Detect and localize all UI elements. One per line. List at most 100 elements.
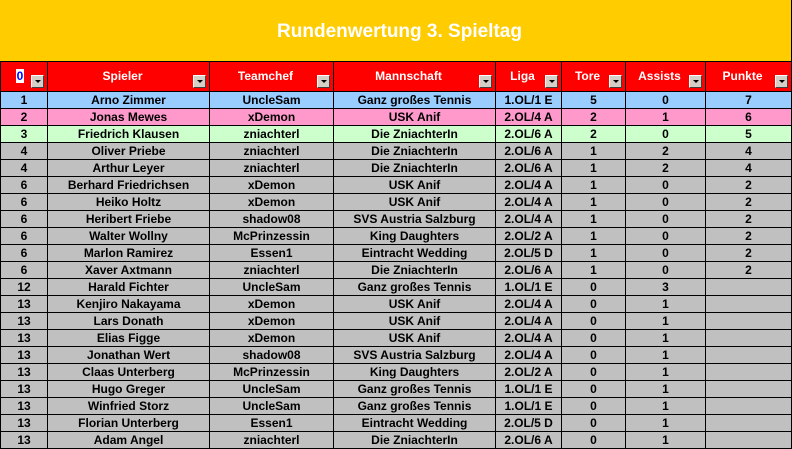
cell-punkte[interactable]: 2 bbox=[705, 176, 792, 194]
cell-liga[interactable]: 2.OL/4 A bbox=[495, 312, 562, 330]
cell-teamchef[interactable]: UncleSam bbox=[209, 278, 334, 296]
cell-tore[interactable]: 1 bbox=[561, 244, 626, 262]
cell-liga[interactable]: 2.OL/5 D bbox=[495, 244, 562, 262]
cell-punkte[interactable]: 4 bbox=[705, 142, 792, 160]
cell-mannschaft[interactable]: USK Anif bbox=[333, 108, 496, 126]
cell-assists[interactable]: 0 bbox=[625, 210, 706, 228]
cell-liga[interactable]: 2.OL/6 A bbox=[495, 159, 562, 177]
cell-assists[interactable]: 0 bbox=[625, 261, 706, 279]
cell-assists[interactable]: 1 bbox=[625, 397, 706, 415]
cell-liga[interactable]: 2.OL/4 A bbox=[495, 176, 562, 194]
cell-mannschaft[interactable]: Die ZniachterIn bbox=[333, 261, 496, 279]
cell-punkte[interactable]: 2 bbox=[705, 210, 792, 228]
cell-assists[interactable]: 0 bbox=[625, 125, 706, 143]
cell-rank[interactable]: 13 bbox=[0, 295, 48, 313]
cell-assists[interactable]: 1 bbox=[625, 329, 706, 347]
cell-assists[interactable]: 1 bbox=[625, 380, 706, 398]
cell-punkte[interactable]: 2 bbox=[705, 193, 792, 211]
cell-rank[interactable]: 13 bbox=[0, 363, 48, 381]
cell-mannschaft[interactable]: Die ZniachterIn bbox=[333, 159, 496, 177]
cell-assists[interactable]: 1 bbox=[625, 414, 706, 432]
cell-assists[interactable]: 0 bbox=[625, 227, 706, 245]
cell-spieler[interactable]: Kenjiro Nakayama bbox=[47, 295, 210, 313]
cell-spieler[interactable]: Claas Unterberg bbox=[47, 363, 210, 381]
cell-tore[interactable]: 1 bbox=[561, 227, 626, 245]
cell-assists[interactable]: 1 bbox=[625, 346, 706, 364]
cell-tore[interactable]: 0 bbox=[561, 397, 626, 415]
cell-teamchef[interactable]: xDemon bbox=[209, 312, 334, 330]
cell-punkte[interactable]: 2 bbox=[705, 244, 792, 262]
cell-punkte[interactable]: 7 bbox=[705, 91, 792, 109]
cell-assists[interactable]: 1 bbox=[625, 295, 706, 313]
cell-punkte[interactable] bbox=[705, 414, 792, 432]
filter-dropdown-icon[interactable] bbox=[479, 75, 492, 88]
filter-dropdown-icon[interactable] bbox=[193, 75, 206, 88]
cell-assists[interactable]: 2 bbox=[625, 142, 706, 160]
cell-teamchef[interactable]: UncleSam bbox=[209, 91, 334, 109]
cell-tore[interactable]: 1 bbox=[561, 142, 626, 160]
cell-liga[interactable]: 2.OL/6 A bbox=[495, 431, 562, 449]
cell-mannschaft[interactable]: SVS Austria Salzburg bbox=[333, 210, 496, 228]
cell-liga[interactable]: 1.OL/1 E bbox=[495, 397, 562, 415]
cell-tore[interactable]: 0 bbox=[561, 431, 626, 449]
cell-spieler[interactable]: Lars Donath bbox=[47, 312, 210, 330]
cell-mannschaft[interactable]: Eintracht Wedding bbox=[333, 244, 496, 262]
filter-dropdown-icon[interactable] bbox=[775, 75, 788, 88]
cell-teamchef[interactable]: zniachterl bbox=[209, 159, 334, 177]
cell-tore[interactable]: 1 bbox=[561, 261, 626, 279]
cell-spieler[interactable]: Arthur Leyer bbox=[47, 159, 210, 177]
cell-tore[interactable]: 1 bbox=[561, 176, 626, 194]
cell-liga[interactable]: 1.OL/1 E bbox=[495, 380, 562, 398]
cell-tore[interactable]: 1 bbox=[561, 210, 626, 228]
cell-rank[interactable]: 6 bbox=[0, 210, 48, 228]
cell-punkte[interactable] bbox=[705, 431, 792, 449]
cell-mannschaft[interactable]: Ganz großes Tennis bbox=[333, 397, 496, 415]
cell-tore[interactable]: 0 bbox=[561, 295, 626, 313]
cell-rank[interactable]: 6 bbox=[0, 193, 48, 211]
cell-teamchef[interactable]: xDemon bbox=[209, 295, 334, 313]
cell-rank[interactable]: 13 bbox=[0, 414, 48, 432]
cell-mannschaft[interactable]: USK Anif bbox=[333, 312, 496, 330]
filter-dropdown-icon[interactable] bbox=[689, 75, 702, 88]
cell-liga[interactable]: 2.OL/4 A bbox=[495, 108, 562, 126]
cell-assists[interactable]: 0 bbox=[625, 193, 706, 211]
cell-tore[interactable]: 1 bbox=[561, 159, 626, 177]
filter-dropdown-icon[interactable] bbox=[317, 75, 330, 88]
cell-tore[interactable]: 0 bbox=[561, 346, 626, 364]
filter-dropdown-icon[interactable] bbox=[31, 75, 44, 88]
cell-teamchef[interactable]: Essen1 bbox=[209, 244, 334, 262]
cell-spieler[interactable]: Heiko Holtz bbox=[47, 193, 210, 211]
cell-spieler[interactable]: Jonathan Wert bbox=[47, 346, 210, 364]
cell-rank[interactable]: 6 bbox=[0, 261, 48, 279]
cell-tore[interactable]: 0 bbox=[561, 278, 626, 296]
cell-mannschaft[interactable]: Ganz großes Tennis bbox=[333, 91, 496, 109]
cell-mannschaft[interactable]: USK Anif bbox=[333, 176, 496, 194]
cell-spieler[interactable]: Winfried Storz bbox=[47, 397, 210, 415]
cell-rank[interactable]: 12 bbox=[0, 278, 48, 296]
cell-tore[interactable]: 0 bbox=[561, 414, 626, 432]
cell-teamchef[interactable]: zniachterl bbox=[209, 125, 334, 143]
cell-teamchef[interactable]: zniachterl bbox=[209, 142, 334, 160]
cell-mannschaft[interactable]: USK Anif bbox=[333, 295, 496, 313]
cell-mannschaft[interactable]: Die ZniachterIn bbox=[333, 142, 496, 160]
cell-liga[interactable]: 2.OL/4 A bbox=[495, 346, 562, 364]
cell-mannschaft[interactable]: Eintracht Wedding bbox=[333, 414, 496, 432]
cell-spieler[interactable]: Marlon Ramirez bbox=[47, 244, 210, 262]
cell-rank[interactable]: 6 bbox=[0, 176, 48, 194]
cell-tore[interactable]: 0 bbox=[561, 312, 626, 330]
filter-dropdown-icon[interactable] bbox=[545, 75, 558, 88]
cell-punkte[interactable]: 2 bbox=[705, 261, 792, 279]
cell-punkte[interactable] bbox=[705, 312, 792, 330]
cell-liga[interactable]: 2.OL/6 A bbox=[495, 125, 562, 143]
cell-assists[interactable]: 2 bbox=[625, 159, 706, 177]
cell-liga[interactable]: 2.OL/5 D bbox=[495, 414, 562, 432]
cell-teamchef[interactable]: McPrinzessin bbox=[209, 227, 334, 245]
cell-spieler[interactable]: Adam Angel bbox=[47, 431, 210, 449]
cell-teamchef[interactable]: UncleSam bbox=[209, 397, 334, 415]
cell-spieler[interactable]: Arno Zimmer bbox=[47, 91, 210, 109]
cell-punkte[interactable] bbox=[705, 278, 792, 296]
cell-liga[interactable]: 2.OL/6 A bbox=[495, 261, 562, 279]
cell-spieler[interactable]: Harald Fichter bbox=[47, 278, 210, 296]
cell-rank[interactable]: 4 bbox=[0, 142, 48, 160]
filter-dropdown-icon[interactable] bbox=[609, 75, 622, 88]
